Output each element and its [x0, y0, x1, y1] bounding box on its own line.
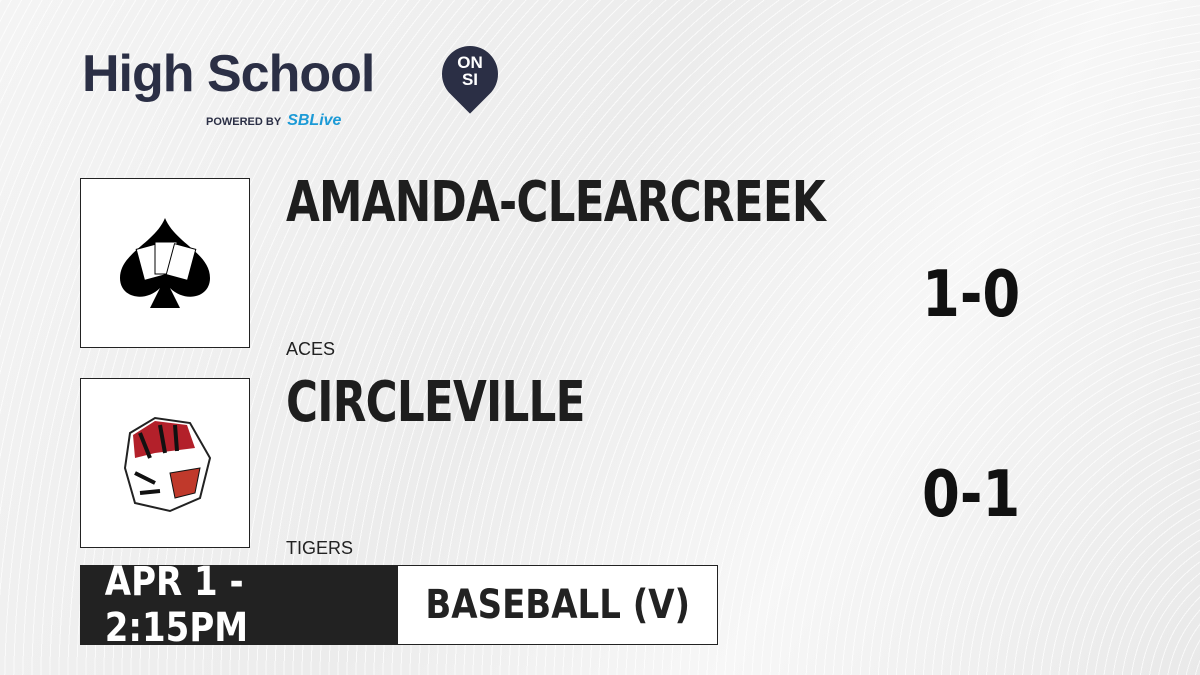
home-team-name: AMANDA-CLEARCREEK — [286, 170, 826, 235]
logo-title: High School — [82, 45, 375, 103]
tiger-icon — [123, 416, 212, 513]
away-team-logo — [80, 378, 250, 548]
away-team-record: 0-1 — [922, 458, 1021, 532]
game-datetime: APR 1 - 2:15PM — [81, 559, 398, 651]
sport-text: BASEBALL (V) — [425, 582, 690, 628]
sblive-logo: SBLive — [287, 112, 342, 129]
home-team-mascot: ACES — [286, 339, 336, 359]
badge-top: ON — [457, 53, 483, 72]
home-team-record: 1-0 — [922, 258, 1021, 332]
datetime-text: APR 1 - 2:15PM — [104, 559, 249, 651]
powered-by: POWERED BY SBLive — [206, 112, 341, 130]
powered-by-label: POWERED BY — [206, 116, 282, 128]
away-team-name: CIRCLEVILLE — [286, 370, 585, 435]
aces-cards-icon — [120, 218, 210, 308]
away-team-mascot: TIGERS — [286, 538, 354, 558]
game-info-bar: APR 1 - 2:15PM BASEBALL (V) — [80, 559, 718, 651]
badge-bottom: SI — [461, 70, 479, 89]
game-sport: BASEBALL (V) — [398, 566, 717, 644]
home-team-logo — [80, 178, 250, 348]
high-school-on-si-logo: High School ON SI POWERED BY SBLive — [82, 34, 510, 129]
